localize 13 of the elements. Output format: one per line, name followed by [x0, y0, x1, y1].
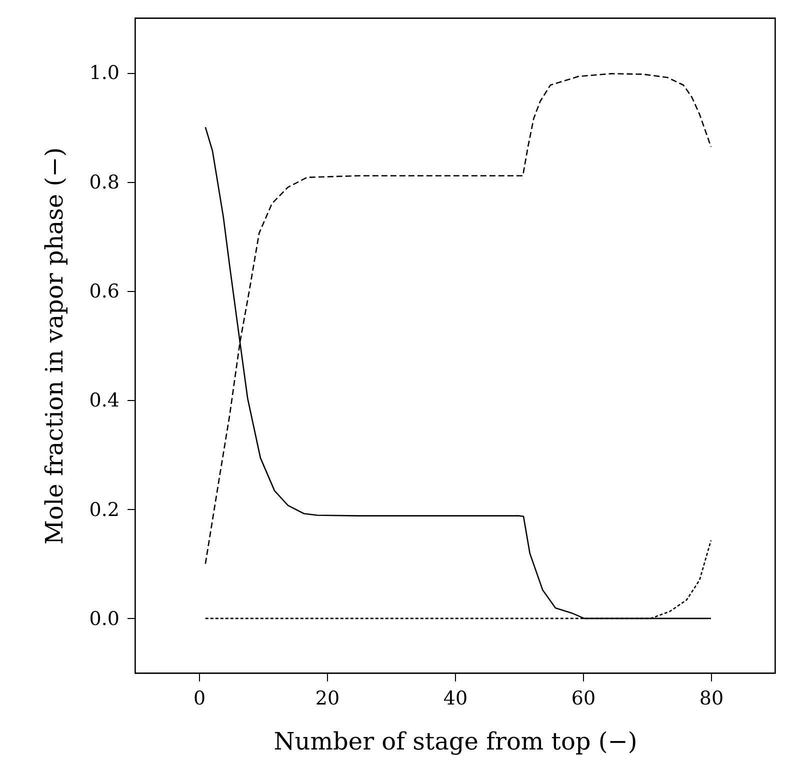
x-tick-label: 40 [443, 688, 468, 710]
y-tick-label: 0.2 [89, 498, 120, 521]
y-tick-label: 0.4 [89, 390, 120, 412]
x-tick-label: 80 [699, 688, 724, 710]
x-axis-title: Number of stage from top (−) [274, 728, 638, 756]
x-tick-label: 0 [193, 688, 206, 710]
y-tick-label: 0.8 [89, 171, 120, 194]
x-tick-label: 20 [315, 688, 340, 710]
y-axis-title: Mole fraction in vapor phase (−) [40, 147, 68, 545]
x-tick-label: 60 [571, 688, 596, 710]
y-tick-label: 0.6 [89, 280, 120, 302]
y-tick-label: 0.0 [89, 608, 120, 630]
y-tick-label: 1.0 [89, 62, 120, 84]
